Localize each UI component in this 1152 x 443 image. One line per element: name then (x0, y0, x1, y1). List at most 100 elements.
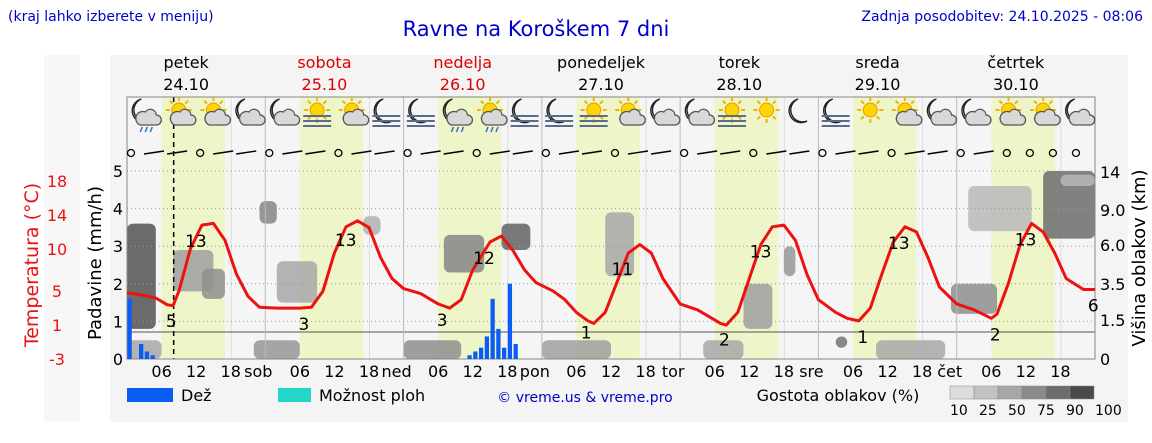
temperature-tick: -3 (49, 350, 65, 369)
moon-cloud-icon (961, 98, 992, 126)
rain-drop (139, 126, 143, 133)
wind-calm-marker (818, 148, 827, 158)
cloud-blob (783, 246, 796, 277)
density-scale-label: 75 (1037, 403, 1055, 419)
sun-ray (495, 100, 500, 105)
cloud-density-label: Gostota oblakov (%) (757, 386, 920, 405)
temperature-value-label: 13 (335, 231, 357, 251)
moon-fog-icon (372, 98, 401, 127)
storm-legend-swatch (278, 388, 311, 402)
cloud-blob (1043, 171, 1095, 239)
wind-barb (374, 150, 395, 155)
rain-bar (144, 351, 150, 359)
wind-barb (213, 150, 234, 155)
sun-cloud-icon (995, 97, 1027, 126)
wind-barb (236, 150, 257, 155)
sun-ray (910, 100, 915, 105)
hour-tick-label: 18 (774, 362, 794, 381)
cloud-blob (703, 340, 744, 359)
density-swatch (973, 385, 999, 400)
sun-disc (724, 102, 740, 118)
day-axis-label: ned (382, 362, 412, 381)
sun-ray (599, 100, 604, 105)
sun-ray (1048, 100, 1054, 105)
cloud-shape (1068, 108, 1096, 126)
rain-legend-swatch (127, 388, 173, 402)
cloud-shape (204, 108, 232, 126)
sun-fog-icon (303, 97, 332, 127)
rain-drop (144, 126, 148, 133)
wind-barb (351, 150, 372, 155)
wind-barb (282, 150, 303, 155)
sun-ray (756, 100, 761, 105)
rain-bar (150, 355, 155, 359)
copyright-link[interactable]: © vreme.us & vreme.pro (497, 390, 672, 406)
wind-barb (489, 150, 510, 155)
moon-cloud-icon (684, 98, 716, 126)
cloud-blob (276, 261, 318, 303)
temperature-axis-title: Temperatura (°C) (21, 183, 43, 348)
temperature-value-label: 1 (857, 328, 868, 348)
sun-fog-icon (579, 97, 608, 127)
day-name: petek (163, 53, 209, 72)
plot-border (126, 96, 1096, 360)
sun-ray (1033, 100, 1038, 105)
sun-cloud-icon (615, 97, 646, 126)
sun-ray (357, 100, 362, 105)
hour-tick-label: 12 (739, 362, 759, 381)
cloud-shape (688, 108, 716, 126)
cloud-shape (964, 108, 992, 126)
cloud-shape (895, 108, 923, 126)
left-axis-panel (44, 55, 80, 422)
rain-bar (127, 298, 132, 359)
day-date: 26.10 (440, 75, 486, 94)
day-name: torek (719, 53, 761, 72)
wind-calm-marker (195, 148, 205, 158)
cloud-blob (443, 234, 485, 273)
moon-cloud-icon (269, 98, 301, 126)
precipitation-tick: 2 (113, 275, 123, 294)
temperature-value-label: 13 (185, 232, 207, 252)
cloud-shape (446, 108, 474, 126)
density-scale-label: 100 (1095, 403, 1122, 419)
hour-tick-label: 12 (877, 362, 897, 381)
sun-disc (759, 102, 775, 118)
wind-calm-marker (541, 148, 551, 158)
sun-ray (322, 100, 328, 105)
precipitation-tick: 0 (113, 350, 123, 369)
sun-disc (862, 102, 878, 118)
sun-ray (633, 100, 639, 105)
temperature-value-label: 12 (473, 249, 495, 269)
day-name: četrtek (987, 53, 1045, 72)
sun-cloud-icon (165, 97, 197, 126)
wind-calm-marker (334, 148, 343, 158)
sun-ray (860, 115, 865, 120)
sun-ray (894, 100, 900, 105)
day-date: 24.10 (163, 75, 209, 94)
density-swatch (1045, 385, 1071, 400)
hour-tick-label: 06 (290, 362, 310, 381)
rain-drop (149, 126, 153, 133)
day-date: 25.10 (302, 75, 348, 94)
sun-ray (168, 100, 174, 105)
last-updated: Zadnja posodobitev: 24.10.2025 - 08:06 (861, 9, 1143, 25)
wind-calm-marker (265, 148, 274, 158)
night-band-edge (645, 97, 647, 359)
moon-fog-icon (406, 98, 435, 127)
cloud-blob (1060, 174, 1095, 187)
moon-cloud-rain-icon (131, 98, 162, 133)
wind-barb (512, 150, 533, 155)
rain-drop (495, 126, 499, 133)
wind-barb (558, 150, 580, 155)
day-axis-label: čet (937, 362, 962, 381)
cloud-height-tick: 6.0 (1100, 236, 1125, 255)
moon-cloud-rain-icon (442, 98, 474, 133)
moon-icon (788, 98, 808, 124)
temperature-value-label: 13 (1015, 230, 1037, 250)
wind-calm-marker (1002, 148, 1011, 158)
wind-calm-marker (472, 148, 481, 158)
cloud-blob (363, 216, 381, 235)
sun-cloud-icon (200, 97, 232, 126)
day-axis-label: pon (520, 362, 550, 381)
day-date: 28.10 (716, 75, 762, 94)
